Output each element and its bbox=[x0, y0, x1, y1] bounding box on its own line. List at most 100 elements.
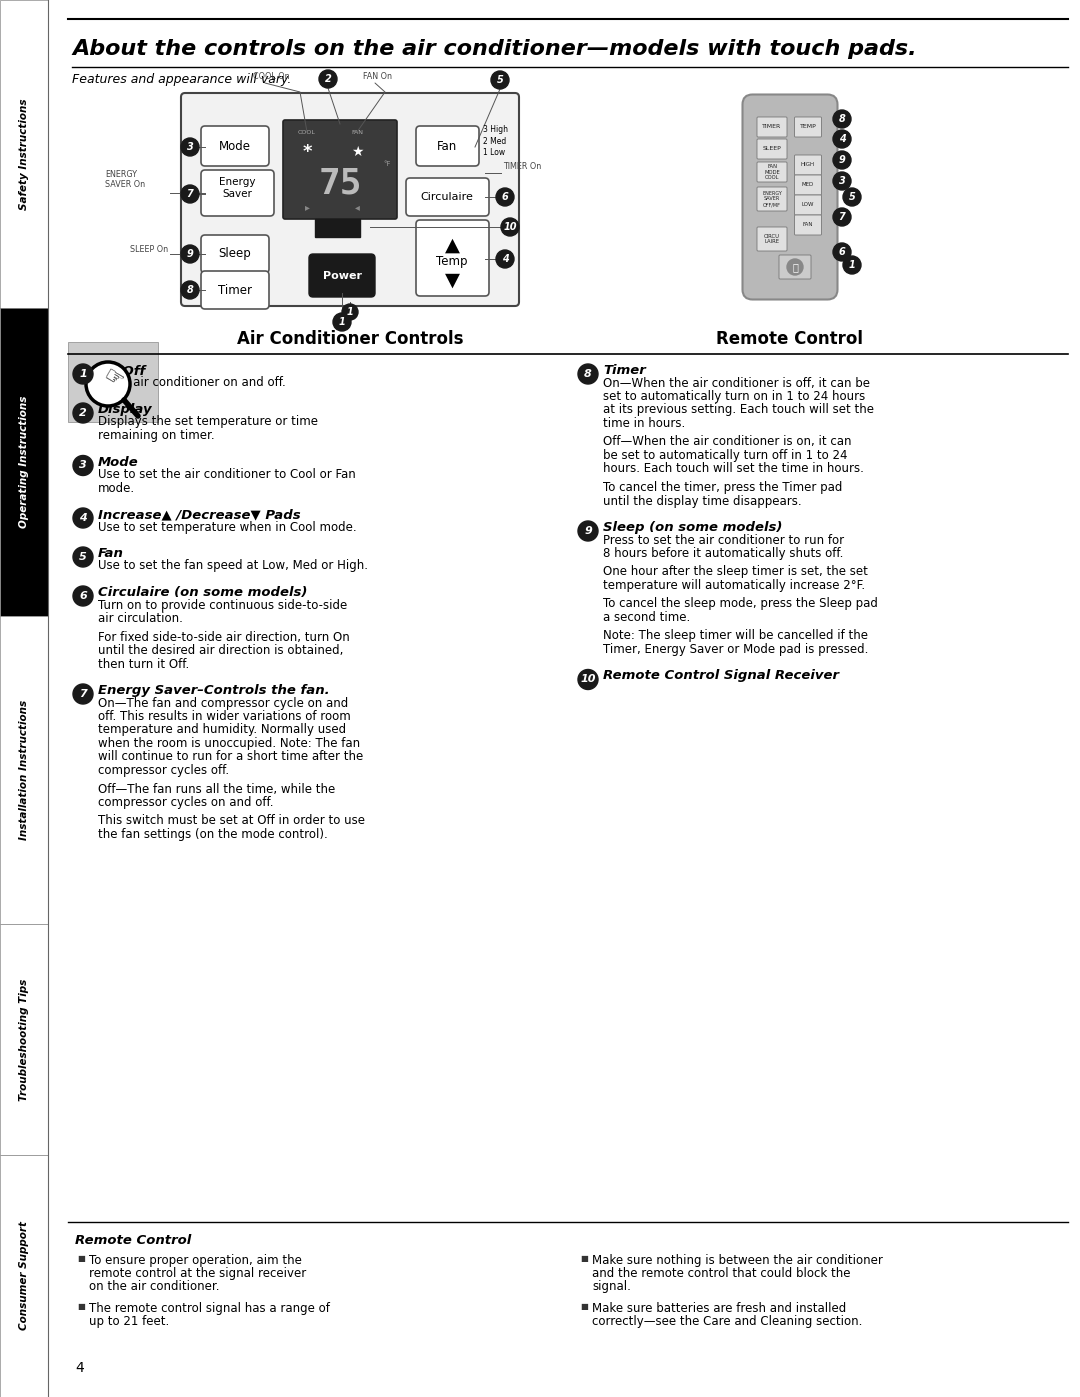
Text: FAN On: FAN On bbox=[363, 73, 392, 81]
Text: LOW: LOW bbox=[801, 203, 814, 208]
Text: compressor cycles off.: compressor cycles off. bbox=[98, 764, 229, 777]
Text: Safety Instructions: Safety Instructions bbox=[19, 98, 29, 210]
Text: 10: 10 bbox=[503, 222, 516, 232]
Text: Fan: Fan bbox=[437, 140, 457, 152]
Text: Energy Saver–Controls the fan.: Energy Saver–Controls the fan. bbox=[98, 685, 329, 697]
Text: Timer, Energy Saver or Mode pad is pressed.: Timer, Energy Saver or Mode pad is press… bbox=[603, 643, 868, 657]
Text: Timer: Timer bbox=[218, 284, 252, 296]
Bar bbox=[0, 616, 48, 923]
Circle shape bbox=[73, 509, 93, 528]
Text: Operating Instructions: Operating Instructions bbox=[19, 395, 29, 528]
Text: air circulation.: air circulation. bbox=[98, 612, 183, 624]
Text: HIGH: HIGH bbox=[801, 162, 815, 168]
Text: One hour after the sleep timer is set, the set: One hour after the sleep timer is set, t… bbox=[603, 566, 868, 578]
FancyBboxPatch shape bbox=[201, 235, 269, 272]
Text: set to automatically turn on in 1 to 24 hours: set to automatically turn on in 1 to 24 … bbox=[603, 390, 865, 402]
Circle shape bbox=[73, 548, 93, 567]
Text: 1: 1 bbox=[339, 317, 346, 327]
Text: a second time.: a second time. bbox=[603, 610, 690, 624]
FancyBboxPatch shape bbox=[416, 219, 489, 296]
Text: until the desired air direction is obtained,: until the desired air direction is obtai… bbox=[98, 644, 343, 657]
Text: at its previous setting. Each touch will set the: at its previous setting. Each touch will… bbox=[603, 404, 874, 416]
Text: Sleep (on some models): Sleep (on some models) bbox=[603, 521, 782, 534]
Text: *: * bbox=[302, 142, 312, 161]
Text: until the display time disappears.: until the display time disappears. bbox=[603, 495, 801, 507]
Bar bbox=[0, 0, 48, 307]
Bar bbox=[315, 219, 360, 237]
Circle shape bbox=[833, 208, 851, 226]
Text: 2: 2 bbox=[79, 408, 86, 418]
Text: 8: 8 bbox=[584, 369, 592, 379]
FancyBboxPatch shape bbox=[779, 256, 811, 279]
Bar bbox=[0, 923, 48, 1155]
Circle shape bbox=[833, 130, 851, 148]
Text: COOL On: COOL On bbox=[253, 73, 289, 81]
Text: Off—The fan runs all the time, while the: Off—The fan runs all the time, while the bbox=[98, 782, 335, 795]
Text: Note: The sleep timer will be cancelled if the: Note: The sleep timer will be cancelled … bbox=[603, 630, 868, 643]
Text: 7: 7 bbox=[79, 689, 86, 698]
FancyBboxPatch shape bbox=[201, 126, 269, 166]
Circle shape bbox=[833, 110, 851, 129]
Circle shape bbox=[833, 172, 851, 190]
Text: For fixed side-to-side air direction, turn On: For fixed side-to-side air direction, tu… bbox=[98, 630, 350, 644]
Circle shape bbox=[496, 250, 514, 268]
Circle shape bbox=[181, 184, 199, 203]
Text: TIMER: TIMER bbox=[762, 124, 782, 130]
Circle shape bbox=[501, 218, 519, 236]
Text: Temp: Temp bbox=[436, 256, 468, 268]
FancyBboxPatch shape bbox=[795, 196, 822, 215]
Text: 6: 6 bbox=[79, 591, 86, 601]
Text: 9: 9 bbox=[839, 155, 846, 165]
Text: Turn on to provide continuous side-to-side: Turn on to provide continuous side-to-si… bbox=[98, 598, 348, 612]
FancyBboxPatch shape bbox=[795, 215, 822, 235]
Text: ▲: ▲ bbox=[445, 236, 459, 254]
FancyBboxPatch shape bbox=[406, 177, 489, 217]
Text: 5: 5 bbox=[497, 75, 503, 85]
Text: Circulaire: Circulaire bbox=[420, 191, 473, 203]
Text: Consumer Support: Consumer Support bbox=[19, 1221, 29, 1330]
Text: On—When the air conditioner is off, it can be: On—When the air conditioner is off, it c… bbox=[603, 377, 870, 390]
Text: FAN: FAN bbox=[351, 130, 363, 134]
Text: To cancel the timer, press the Timer pad: To cancel the timer, press the Timer pad bbox=[603, 481, 842, 495]
Circle shape bbox=[833, 243, 851, 261]
Text: mode.: mode. bbox=[98, 482, 135, 495]
Text: FAN: FAN bbox=[802, 222, 813, 228]
Text: ⏻: ⏻ bbox=[792, 263, 798, 272]
Circle shape bbox=[319, 70, 337, 88]
Text: ▸: ▸ bbox=[305, 203, 310, 212]
Text: 7: 7 bbox=[187, 189, 193, 198]
Bar bbox=[0, 1155, 48, 1397]
Bar bbox=[68, 342, 158, 422]
Text: 1: 1 bbox=[347, 307, 353, 317]
Text: 2: 2 bbox=[325, 74, 332, 84]
Circle shape bbox=[181, 281, 199, 299]
Text: time in hours.: time in hours. bbox=[603, 416, 685, 430]
Text: About the controls on the air conditioner—models with touch pads.: About the controls on the air conditione… bbox=[72, 39, 917, 59]
Text: Mode: Mode bbox=[98, 455, 138, 468]
Circle shape bbox=[578, 365, 598, 384]
Circle shape bbox=[333, 313, 351, 331]
Text: hours. Each touch will set the time in hours.: hours. Each touch will set the time in h… bbox=[603, 462, 864, 475]
Text: Troubleshooting Tips: Troubleshooting Tips bbox=[19, 978, 29, 1101]
Text: Display: Display bbox=[98, 402, 152, 416]
Text: ★: ★ bbox=[351, 145, 363, 159]
Text: To cancel the sleep mode, press the Sleep pad: To cancel the sleep mode, press the Slee… bbox=[603, 598, 878, 610]
Text: when the room is unoccupied. Note: The fan: when the room is unoccupied. Note: The f… bbox=[98, 738, 360, 750]
Circle shape bbox=[73, 365, 93, 384]
Text: FAN
MODE
COOL: FAN MODE COOL bbox=[765, 163, 780, 180]
Text: TEMP: TEMP bbox=[799, 124, 816, 130]
FancyBboxPatch shape bbox=[757, 117, 787, 137]
Text: 1: 1 bbox=[849, 260, 855, 270]
Text: Increase▲ /Decrease▼ Pads: Increase▲ /Decrease▼ Pads bbox=[98, 509, 300, 521]
Text: Use to set the fan speed at Low, Med or High.: Use to set the fan speed at Low, Med or … bbox=[98, 560, 368, 573]
Text: 5: 5 bbox=[849, 191, 855, 203]
Text: on the air conditioner.: on the air conditioner. bbox=[89, 1280, 219, 1294]
FancyBboxPatch shape bbox=[757, 162, 787, 182]
Text: Use to set the air conditioner to Cool or Fan: Use to set the air conditioner to Cool o… bbox=[98, 468, 355, 481]
Text: Make sure nothing is between the air conditioner: Make sure nothing is between the air con… bbox=[592, 1255, 882, 1267]
Text: SLEEP On: SLEEP On bbox=[130, 244, 168, 254]
Text: up to 21 feet.: up to 21 feet. bbox=[89, 1315, 170, 1329]
Text: 6: 6 bbox=[501, 191, 509, 203]
Text: Turns air conditioner on and off.: Turns air conditioner on and off. bbox=[98, 377, 286, 390]
Text: then turn it Off.: then turn it Off. bbox=[98, 658, 189, 671]
